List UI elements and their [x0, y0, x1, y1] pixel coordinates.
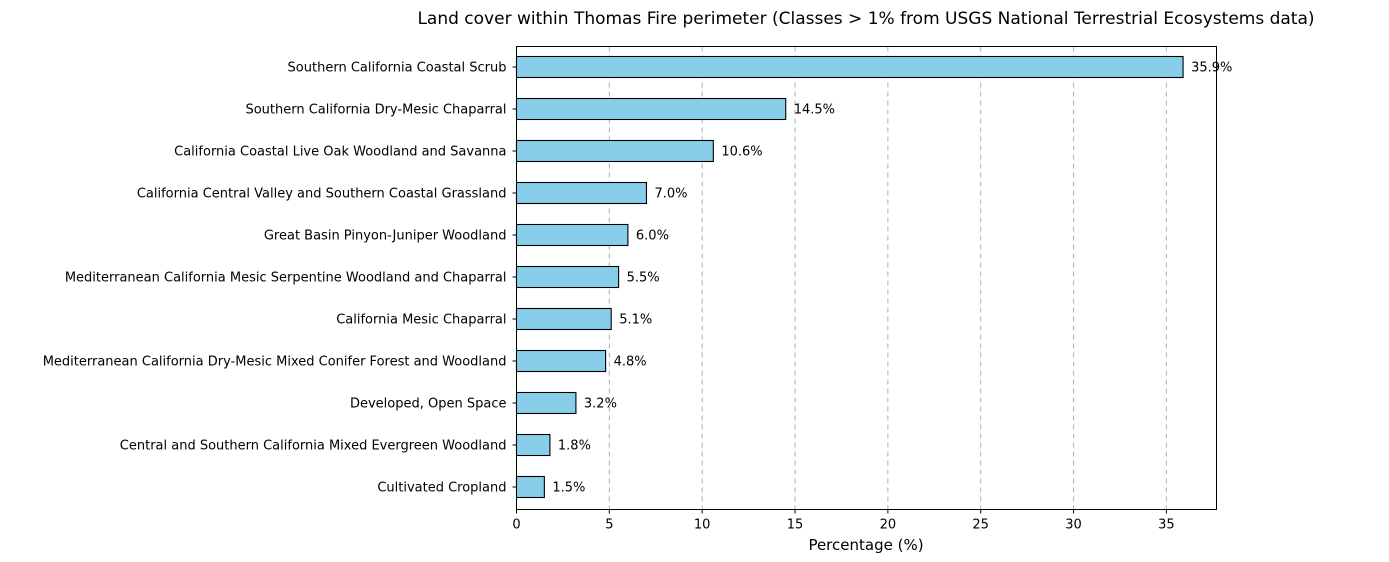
bar-8	[515, 349, 607, 373]
bar-1	[515, 55, 1184, 79]
category-label-7: California Mesic Chaparral	[336, 313, 506, 328]
data-label-4: 7.0%	[654, 187, 687, 202]
category-label-4: California Central Valley and Southern C…	[137, 187, 507, 202]
x-tick-label-0: 0	[512, 518, 520, 533]
bar-4	[515, 181, 648, 205]
data-label-10: 1.8%	[558, 439, 591, 454]
x-tick-label-20: 20	[880, 518, 897, 533]
category-label-9: Developed, Open Space	[350, 397, 507, 412]
bars	[515, 55, 1184, 499]
data-label-8: 4.8%	[614, 355, 647, 370]
category-labels: Southern California Coastal Scrub Souther…	[43, 61, 517, 496]
bar-2	[515, 97, 787, 121]
plot-frame	[516, 46, 1217, 510]
category-label-8: Mediterranean California Dry-Mesic Mixed…	[43, 355, 507, 370]
x-tick-label-30: 30	[1065, 518, 1082, 533]
category-label-10: Central and Southern California Mixed Ev…	[120, 439, 507, 454]
data-label-2: 14.5%	[794, 103, 835, 118]
x-axis-ticks: 0 5 10 15 20 25 30 35	[512, 509, 1175, 533]
category-label-3: California Coastal Live Oak Woodland and…	[174, 145, 506, 160]
data-label-9: 3.2%	[584, 397, 617, 412]
data-label-11: 1.5%	[552, 481, 585, 496]
x-tick-label-15: 15	[787, 518, 804, 533]
data-label-6: 5.5%	[627, 271, 660, 286]
bar-6	[515, 265, 620, 289]
x-tick-label-25: 25	[972, 518, 989, 533]
bar-3	[515, 139, 714, 163]
category-label-5: Great Basin Pinyon-Juniper Woodland	[264, 229, 507, 244]
data-label-1: 35.9%	[1191, 61, 1232, 76]
category-label-2: Southern California Dry-Mesic Chaparral	[245, 103, 506, 118]
data-label-5: 6.0%	[636, 229, 669, 244]
category-label-11: Cultivated Cropland	[377, 481, 506, 496]
data-labels: 35.9% 14.5% 10.6% 7.0% 6.0% 5.5% 5.1% 4.8% 3.2% 1…	[552, 61, 1232, 496]
category-label-1: Southern California Coastal Scrub	[288, 61, 507, 76]
data-label-3: 10.6%	[721, 145, 762, 160]
chart-title: Land cover within Thomas Fire perimeter …	[417, 9, 1314, 29]
bar-9	[515, 391, 577, 415]
bar-11	[515, 475, 545, 499]
category-label-6: Mediterranean California Mesic Serpentin…	[65, 271, 507, 286]
bar-7	[515, 307, 612, 331]
data-label-7: 5.1%	[619, 313, 652, 328]
bar-10	[515, 433, 551, 457]
x-tick-label-5: 5	[605, 518, 613, 533]
x-tick-label-35: 35	[1158, 518, 1175, 533]
bar-5	[515, 223, 629, 247]
x-axis-label: Percentage (%)	[808, 536, 923, 554]
x-tick-label-10: 10	[694, 518, 711, 533]
